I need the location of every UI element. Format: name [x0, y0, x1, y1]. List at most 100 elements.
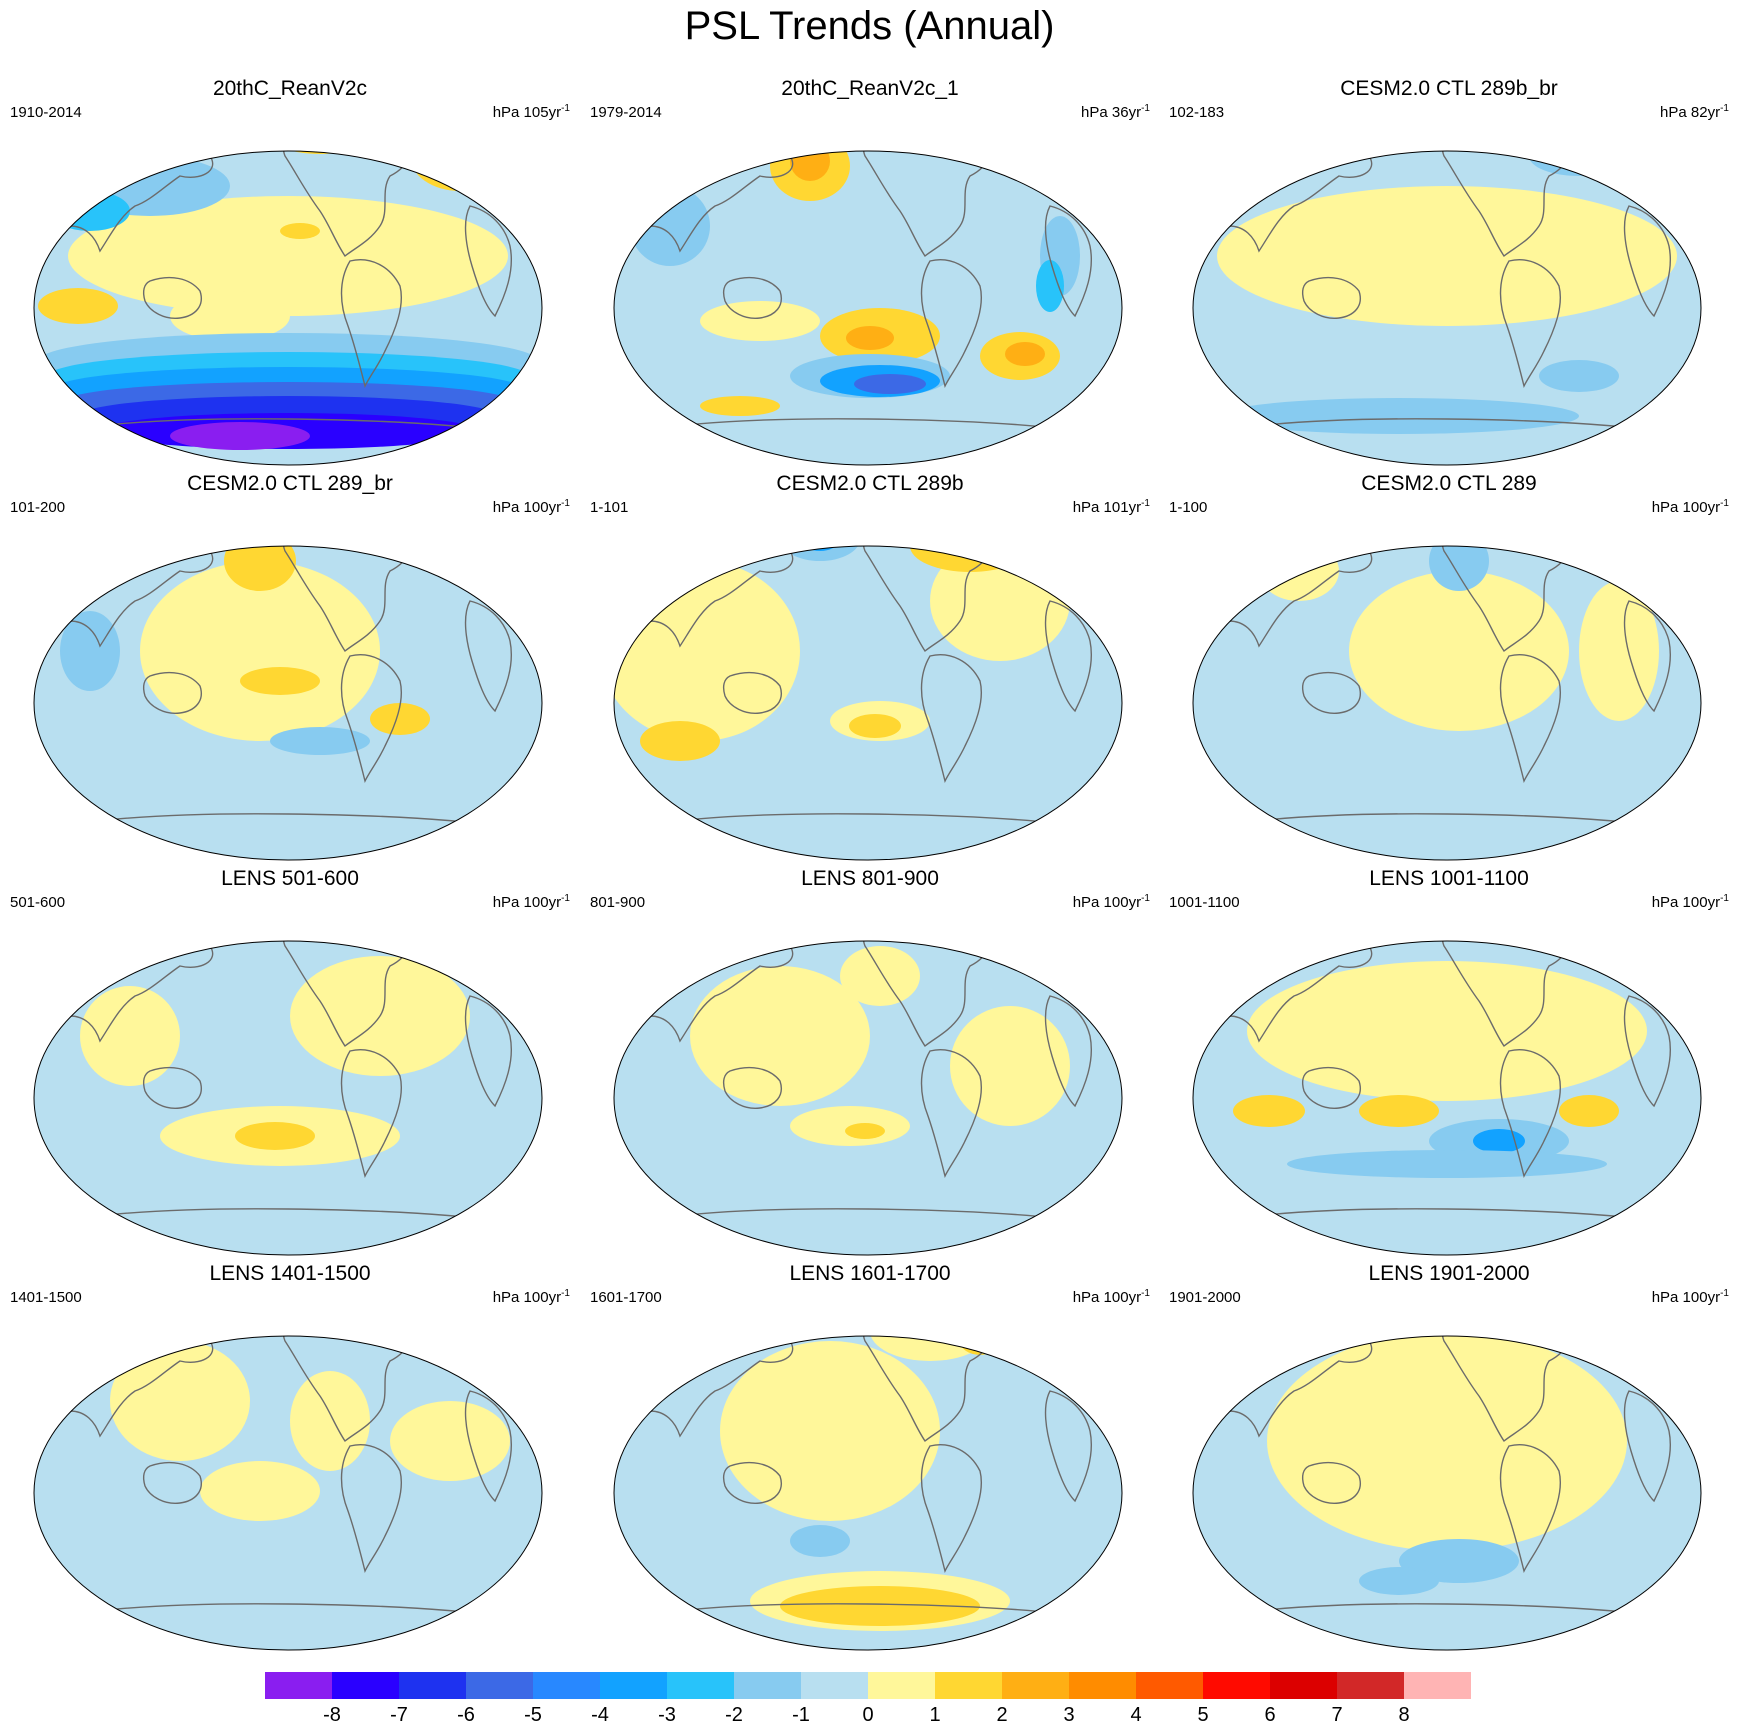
- units-superscript: -1: [1720, 1288, 1729, 1299]
- map-field: [34, 546, 542, 860]
- coastline: [1499, 1049, 1561, 1179]
- trend-region: [690, 966, 870, 1106]
- coastline: [282, 941, 412, 1048]
- coastline: [1441, 151, 1571, 258]
- coastline: [1301, 1066, 1361, 1109]
- trend-region: [1319, 546, 1399, 547]
- map-panel: CESM2.0 CTL 289 1-100 hPa 100yr-1: [1159, 471, 1739, 866]
- psl-trend-map: [33, 1335, 543, 1651]
- trend-region: [1287, 1150, 1607, 1178]
- panel-title: CESM2.0 CTL 289b_br: [1340, 77, 1558, 100]
- trend-region: [720, 1341, 940, 1521]
- units-superscript: -1: [561, 1288, 570, 1299]
- map-panel: LENS 1601-1700 1601-1700 hPa 100yr-1: [580, 1261, 1160, 1656]
- coastline: [1441, 941, 1571, 1048]
- coastline: [1623, 995, 1671, 1108]
- panel-units: hPa 36yr-1: [1081, 100, 1150, 122]
- trend-region: [280, 223, 320, 239]
- map-border: [613, 545, 1123, 861]
- map-border: [33, 150, 543, 466]
- map-border: [613, 940, 1123, 1256]
- coastline: [282, 546, 412, 653]
- panel-period: 1601-1700: [590, 1289, 662, 1306]
- map-field: [614, 941, 1122, 1255]
- coastline: [862, 1336, 992, 1443]
- trend-region: [1429, 546, 1489, 591]
- trend-region: [790, 1525, 850, 1557]
- coastline: [1301, 276, 1361, 319]
- units-superscript: -1: [1141, 893, 1150, 904]
- coastline: [142, 671, 202, 714]
- trend-region: [614, 561, 800, 741]
- coastline: [1441, 1336, 1571, 1443]
- units-superscript: -1: [1141, 498, 1150, 509]
- trend-region: [790, 151, 830, 181]
- panel-units: hPa 100yr-1: [1652, 495, 1729, 517]
- panel-period: 1901-2000: [1169, 1289, 1241, 1306]
- coastline: [1499, 1444, 1561, 1574]
- psl-trend-map: [1192, 150, 1702, 466]
- trend-region: [170, 422, 310, 450]
- map-field: [614, 1336, 1122, 1650]
- trend-region: [290, 1371, 370, 1471]
- figure-title: PSL Trends (Annual): [684, 4, 1055, 48]
- trend-region: [224, 546, 296, 591]
- map-field: [1193, 1277, 1701, 1650]
- trend-region: [400, 902, 440, 934]
- panel-title: LENS 1001-1100: [1369, 867, 1529, 890]
- units-text: hPa 100yr: [1651, 1289, 1721, 1306]
- trend-region: [390, 546, 430, 559]
- panel-units: hPa 100yr-1: [1073, 890, 1150, 912]
- trend-region: [1287, 1277, 1607, 1325]
- coastline: [722, 671, 782, 714]
- trend-region: [1529, 151, 1629, 176]
- map-field: [1193, 151, 1701, 465]
- coastline: [920, 1049, 982, 1179]
- panel-period: 1001-1100: [1169, 894, 1240, 911]
- coastline: [282, 151, 412, 258]
- trend-region: [849, 714, 901, 738]
- map-panel: 20thC_ReanV2c_1 1979-2014 hPa 36yr-1: [580, 76, 1160, 471]
- trend-region: [1217, 186, 1677, 326]
- coastline: [722, 1461, 782, 1504]
- map-field: [34, 896, 542, 1255]
- coastline: [142, 276, 202, 319]
- map-border: [1192, 940, 1702, 1256]
- trend-region: [1579, 581, 1659, 721]
- panel-units: hPa 82yr-1: [1660, 100, 1729, 122]
- map-border: [1192, 545, 1702, 861]
- trend-region: [960, 1336, 1000, 1355]
- map-border: [1192, 150, 1702, 466]
- psl-trend-map: [613, 150, 1123, 466]
- units-text: hPa 101yr: [1072, 499, 1142, 516]
- psl-trend-map: [33, 545, 543, 861]
- coastline: [862, 151, 992, 258]
- trend-region: [1297, 881, 1597, 921]
- coastline: [464, 205, 512, 318]
- trend-region: [240, 667, 320, 695]
- panel-period: 501-600: [10, 894, 66, 911]
- coastline: [1044, 205, 1092, 318]
- coastline: [340, 1444, 402, 1574]
- trend-region: [780, 1586, 980, 1626]
- panel-title: 20thC_ReanV2c: [212, 77, 368, 100]
- coastline: [464, 600, 512, 713]
- coastline: [464, 995, 512, 1108]
- panel-title: 20thC_ReanV2c_1: [781, 77, 959, 100]
- psl-trend-map: [1192, 881, 1702, 1256]
- trend-region: [1539, 360, 1619, 392]
- trend-region: [410, 151, 510, 191]
- map-border: [33, 1335, 543, 1651]
- panel-title: CESM2.0 CTL 289_br: [187, 472, 393, 495]
- trend-region: [1359, 1567, 1439, 1595]
- trend-region: [230, 896, 290, 936]
- map-panel: CESM2.0 CTL 289b 1-101 hPa 101yr-1: [580, 471, 1160, 866]
- trend-region: [435, 151, 475, 172]
- trend-region: [110, 1341, 250, 1461]
- panel-title: LENS 501-600: [221, 867, 359, 890]
- map-background: [614, 151, 1122, 465]
- trend-region: [1267, 1336, 1627, 1551]
- coastline: [282, 1336, 412, 1443]
- trend-region: [845, 1123, 885, 1139]
